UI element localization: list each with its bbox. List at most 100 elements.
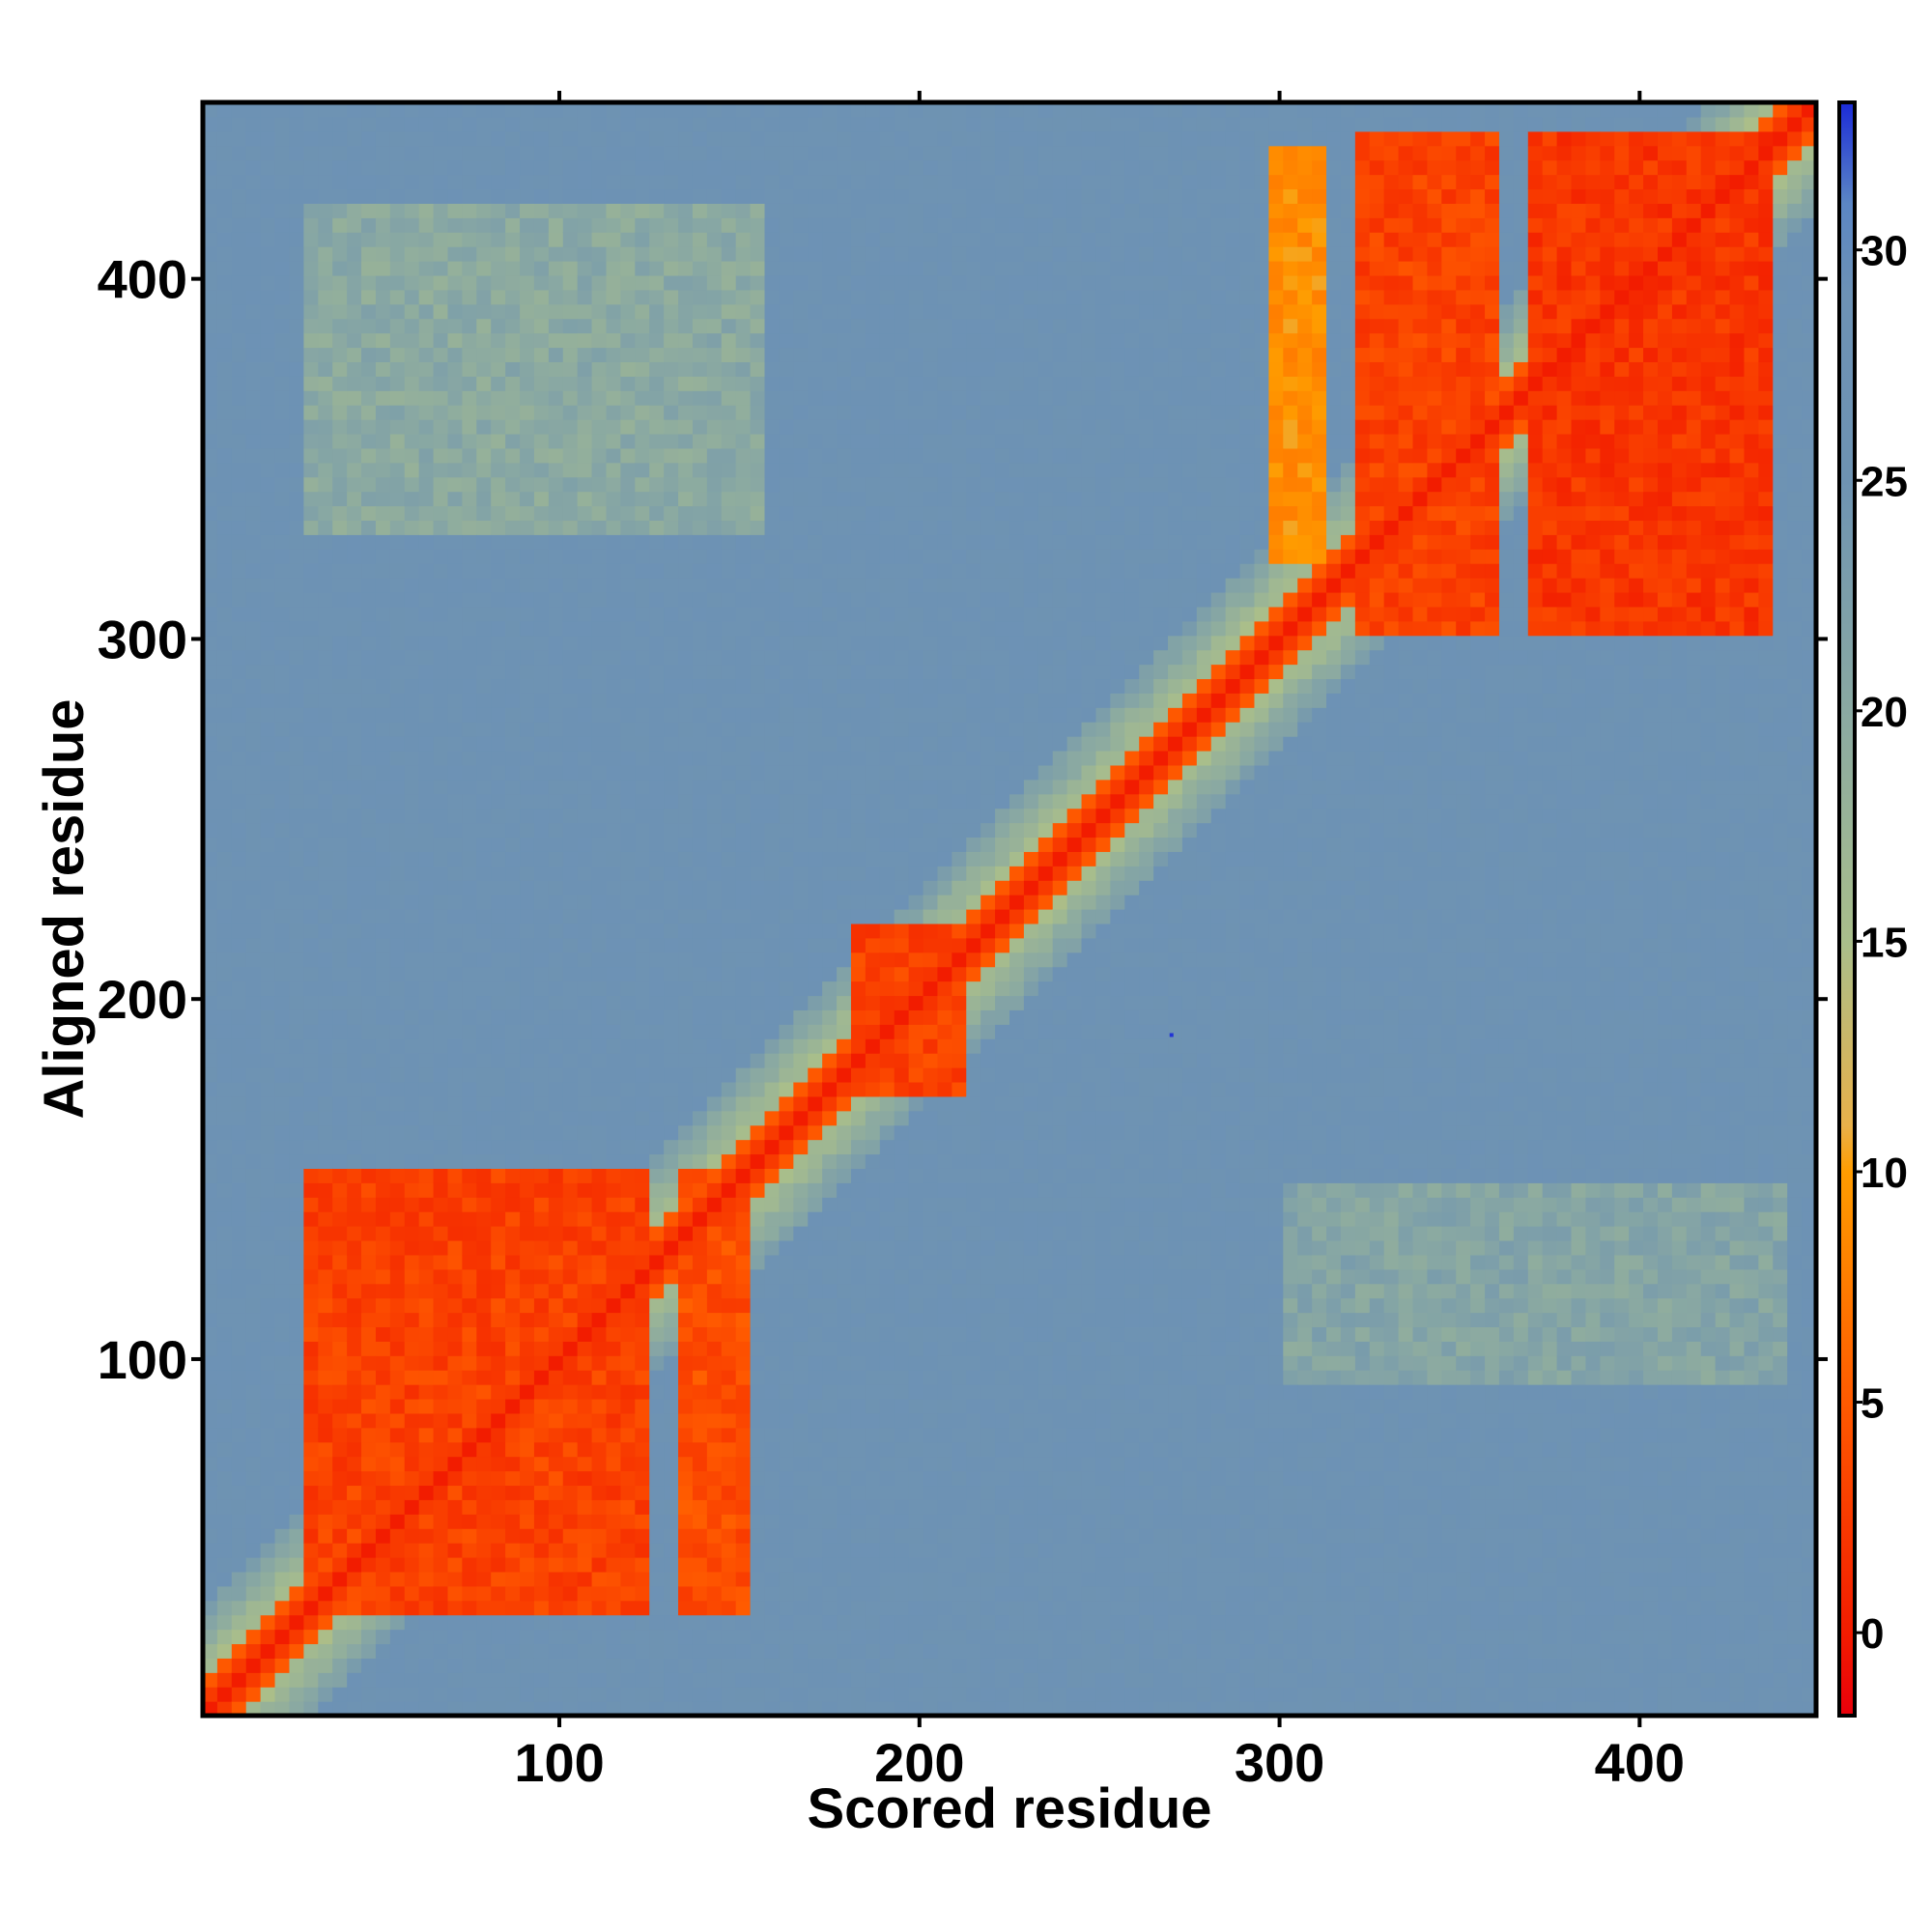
heatmap-cell <box>793 1441 809 1458</box>
heatmap-cell <box>591 159 608 176</box>
heatmap-cell <box>491 505 506 522</box>
heatmap-cell <box>562 1701 579 1716</box>
heatmap-cell <box>303 620 319 637</box>
heatmap-cell <box>779 1528 794 1544</box>
heatmap-cell <box>203 635 218 651</box>
heatmap-cell <box>562 1485 579 1500</box>
heatmap-cell <box>404 707 420 723</box>
heatmap-cell <box>533 274 550 291</box>
heatmap-cell <box>635 1600 650 1616</box>
heatmap-cell <box>231 1355 247 1371</box>
heatmap-cell <box>692 1499 708 1515</box>
heatmap-cell <box>404 1441 420 1458</box>
heatmap-cell <box>375 591 391 608</box>
heatmap-cell <box>692 1629 708 1645</box>
heatmap-cell <box>216 1081 233 1097</box>
heatmap-cell <box>203 693 218 708</box>
heatmap-cell <box>577 1398 593 1414</box>
heatmap-cell <box>447 1283 463 1299</box>
heatmap-cell <box>620 1571 636 1587</box>
heatmap-cell <box>692 174 708 190</box>
heatmap-cell <box>562 433 579 449</box>
heatmap-cell <box>462 159 477 176</box>
heatmap-cell <box>447 261 463 276</box>
heatmap-cell <box>433 664 449 680</box>
heatmap-cell <box>606 534 622 550</box>
heatmap-cell <box>289 591 304 608</box>
heatmap-cell <box>793 1412 809 1429</box>
heatmap-cell <box>678 1153 694 1169</box>
heatmap-cell <box>404 274 420 291</box>
heatmap-cell <box>289 433 304 449</box>
heatmap-cell <box>318 203 333 218</box>
heatmap-cell <box>692 1528 708 1544</box>
heatmap-cell <box>245 1110 262 1126</box>
heatmap-cell <box>706 1283 723 1299</box>
heatmap-cell <box>548 1139 564 1155</box>
heatmap-cell <box>635 1614 650 1631</box>
heatmap-cell <box>692 1643 708 1659</box>
heatmap-cell <box>505 866 521 881</box>
heatmap-cell <box>505 966 521 982</box>
heatmap-cell <box>332 1585 348 1602</box>
heatmap-cell <box>347 1543 362 1558</box>
heatmap-cell <box>216 246 233 262</box>
heatmap-cell <box>318 1585 333 1602</box>
heatmap-cell <box>664 895 679 910</box>
heatmap-cell <box>750 1326 766 1342</box>
heatmap-cell <box>793 261 809 276</box>
heatmap-cell <box>620 722 636 737</box>
heatmap-cell <box>735 591 752 608</box>
heatmap-cell <box>750 102 766 118</box>
heatmap-cell <box>491 1528 506 1544</box>
heatmap-cell <box>418 1600 435 1616</box>
heatmap-cell <box>591 462 608 478</box>
heatmap-cell <box>216 1543 233 1558</box>
heatmap-cell <box>591 1355 608 1371</box>
heatmap-cell <box>692 145 708 161</box>
heatmap-cell <box>274 217 291 233</box>
heatmap-cell <box>822 1614 838 1631</box>
heatmap-cell <box>664 1110 679 1126</box>
heatmap-cell <box>635 1470 650 1487</box>
heatmap-cell <box>750 779 766 795</box>
heatmap-cell <box>318 1658 333 1673</box>
heatmap-cell <box>375 822 391 838</box>
heatmap-cell <box>548 1254 564 1270</box>
heatmap-cell <box>750 1643 766 1659</box>
heatmap-cell <box>562 837 579 852</box>
heatmap-cell <box>203 779 218 795</box>
heatmap-cell <box>318 174 333 190</box>
heatmap-cell <box>447 188 463 204</box>
heatmap-cell <box>347 1095 362 1112</box>
heatmap-cell <box>389 880 406 895</box>
heatmap-cell <box>620 1009 636 1025</box>
heatmap-cell <box>735 1355 752 1371</box>
heatmap-cell <box>562 274 579 291</box>
heatmap-cell <box>203 1081 218 1097</box>
heatmap-cell <box>779 1053 794 1068</box>
heatmap-cell <box>808 390 823 406</box>
heatmap-cell <box>764 361 781 377</box>
heatmap-cell <box>706 520 723 535</box>
heatmap-cell <box>447 1571 463 1587</box>
heatmap-cell <box>548 1095 564 1112</box>
heatmap-cell <box>347 261 362 276</box>
heatmap-cell <box>721 289 737 305</box>
heatmap-cell <box>793 188 809 204</box>
heatmap-cell <box>203 1153 218 1169</box>
heatmap-cell <box>577 1485 593 1500</box>
heatmap-cell <box>418 1485 435 1500</box>
heatmap-cell <box>635 764 650 781</box>
heatmap-cell <box>505 1571 521 1587</box>
heatmap-cell <box>389 1687 406 1702</box>
heatmap-cell <box>318 217 333 233</box>
heatmap-cell <box>562 1153 579 1169</box>
heatmap-cell <box>837 1629 852 1645</box>
heatmap-cell <box>649 693 665 708</box>
heatmap-cell <box>822 1658 838 1673</box>
heatmap-cell <box>764 563 781 579</box>
heatmap-cell <box>404 606 420 622</box>
heatmap-cell <box>533 1110 550 1126</box>
heatmap-cell <box>649 1254 665 1270</box>
